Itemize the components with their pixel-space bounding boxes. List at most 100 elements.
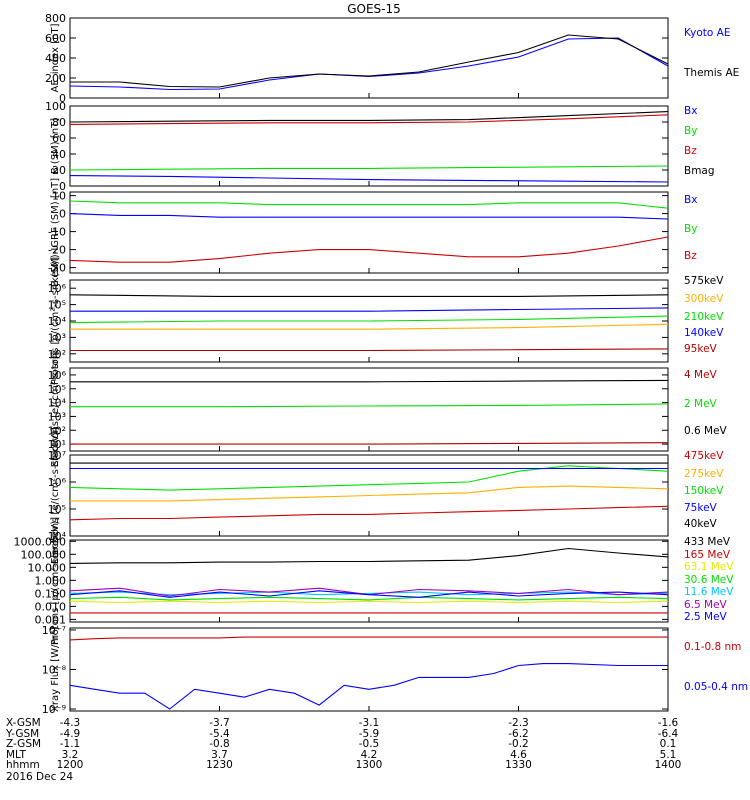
legend-entry: 433 MeV xyxy=(684,536,731,548)
legend-entry: Bz xyxy=(684,145,697,157)
y-tick-label: 10⁵ xyxy=(48,383,66,396)
legend-entry: By xyxy=(684,125,697,137)
x-row-value: 1230 xyxy=(206,759,233,771)
x-row-value: 3.7 xyxy=(211,749,228,761)
series-line-210kev xyxy=(69,315,669,324)
plot-title: GOES-15 xyxy=(347,2,401,16)
legend-entry: By xyxy=(684,223,697,235)
legend-entry: 150keV xyxy=(684,485,724,497)
legend-entry: 4 MeV xyxy=(684,369,718,381)
y-tick-label: 200 xyxy=(45,72,66,85)
y-tick-label: 10³ xyxy=(48,410,66,423)
y-tick-label: 10⁶ xyxy=(48,282,67,295)
y-tick-label: 10⁻⁹ xyxy=(42,703,66,716)
date-label: 2016 Dec 24 xyxy=(6,771,73,783)
legend-entry: 300keV xyxy=(684,293,724,305)
y-tick-label: 1000.000 xyxy=(14,535,67,548)
y-axis-label: B (SM) [nT] xyxy=(50,118,61,174)
legend-entry: Bmag xyxy=(684,165,715,177)
y-tick-label: 80 xyxy=(52,116,66,129)
y-tick-label: 0.010 xyxy=(35,600,67,613)
y-axis-label: B (SM)-IGRF (SM) [nT] xyxy=(50,178,61,287)
y-tick-label: 20 xyxy=(52,164,66,177)
x-row-value: 4.2 xyxy=(361,749,378,761)
legend-entry: 165 MeV xyxy=(684,549,731,561)
legend-entry: 575keV xyxy=(684,275,724,287)
series-line-575kev xyxy=(69,294,669,297)
legend-entry: 75keV xyxy=(684,502,718,514)
y-tick-label: 10 xyxy=(52,190,66,203)
y-tick-label: 40 xyxy=(52,148,66,161)
x-row-value: -5.4 xyxy=(209,728,230,740)
panel-frame xyxy=(69,627,669,712)
series-line-2-5-mev xyxy=(69,590,669,598)
legend-entry: Themis AE xyxy=(683,67,739,79)
y-tick-label: 0 xyxy=(59,208,66,221)
series-line-4-mev xyxy=(70,442,669,445)
series-line-by xyxy=(69,165,669,171)
x-row-value: -3.7 xyxy=(209,717,230,729)
series-line-140kev xyxy=(70,307,669,312)
series-line-bmag xyxy=(69,111,669,123)
y-tick-label: -10 xyxy=(48,226,66,239)
y-tick-label: 10⁵ xyxy=(48,503,66,516)
y-tick-label: 10⁴ xyxy=(48,530,67,543)
series-line-0-05-0-4-nm xyxy=(69,663,668,710)
x-row-value: -1.6 xyxy=(658,717,679,729)
y-axis-label: Xray Flux [W/m²] xyxy=(50,627,61,712)
y-tick-label: 10⁵ xyxy=(48,299,66,312)
y-tick-label: 0.100 xyxy=(35,587,67,600)
y-tick-label: 800 xyxy=(45,12,66,25)
y-tick-label: 10⁶ xyxy=(48,476,67,489)
x-row-value: 0.1 xyxy=(660,738,677,750)
x-row-value: 1330 xyxy=(505,759,532,771)
y-tick-label: 0 xyxy=(59,180,66,193)
legend-entry: 0.1-0.8 nm xyxy=(684,641,741,653)
legend-entry: 40keV xyxy=(684,518,718,530)
y-tick-label: 10⁻⁷ xyxy=(42,624,66,637)
y-tick-label: 10² xyxy=(48,348,66,361)
x-row-value: -0.8 xyxy=(209,738,230,750)
series-line-0-6-mev xyxy=(70,379,669,383)
legend-entry: 30.6 MeV xyxy=(684,574,734,586)
legend-entry: 6.5 MeV xyxy=(684,599,728,611)
y-tick-label: 10⁴ xyxy=(48,315,67,328)
y-axis-label: Protons [p/(cm²-s-sr-keV)] xyxy=(50,517,61,645)
series-line-bx xyxy=(69,213,669,220)
legend-entry: 2 MeV xyxy=(684,398,718,410)
y-tick-label: -30 xyxy=(48,262,66,275)
x-row-value: -0.2 xyxy=(508,738,529,750)
series-line-bz xyxy=(69,236,669,263)
y-tick-label: -20 xyxy=(48,244,66,257)
y-tick-label: 10² xyxy=(48,424,66,437)
x-row-label: MLT xyxy=(6,749,26,761)
legend-entry: Bz xyxy=(684,250,697,262)
y-tick-label: 10.000 xyxy=(28,561,67,574)
series-line-300kev xyxy=(70,323,669,330)
y-axis-label: Electrons [e/(cm²-s-sr)] xyxy=(50,352,61,468)
y-tick-label: 10¹ xyxy=(48,438,66,451)
legend-entry: 0.05-0.4 nm xyxy=(684,681,748,693)
y-axis-label: Electrons [e/(cm²-s-sr-keV)] xyxy=(50,427,61,564)
x-row-value: -6.2 xyxy=(508,728,529,740)
x-row-label: hhmm xyxy=(6,759,40,771)
x-row-value: -0.5 xyxy=(359,738,380,750)
y-tick-label: 600 xyxy=(45,32,66,45)
series-line-0-1-0-8-nm xyxy=(69,636,668,641)
legend-entry: 275keV xyxy=(684,468,724,480)
x-row-label: Z-GSM xyxy=(6,738,41,750)
panel-7: 1000.000100.00010.0001.0000.1000.0100.00… xyxy=(14,517,735,645)
series-line-433-mev xyxy=(69,547,669,564)
panel-frame xyxy=(69,539,669,623)
y-tick-label: 100 xyxy=(45,100,66,113)
series-line-themis-ae xyxy=(70,34,669,88)
y-axis-label: Protons [p/(cm²-s-sr-keV)] xyxy=(50,257,61,385)
legend-entry: 11.6 MeV xyxy=(684,586,734,598)
x-row-value: 5.1 xyxy=(660,749,677,761)
legend-entry: Bx xyxy=(684,194,697,206)
series-line-bz xyxy=(69,114,669,125)
